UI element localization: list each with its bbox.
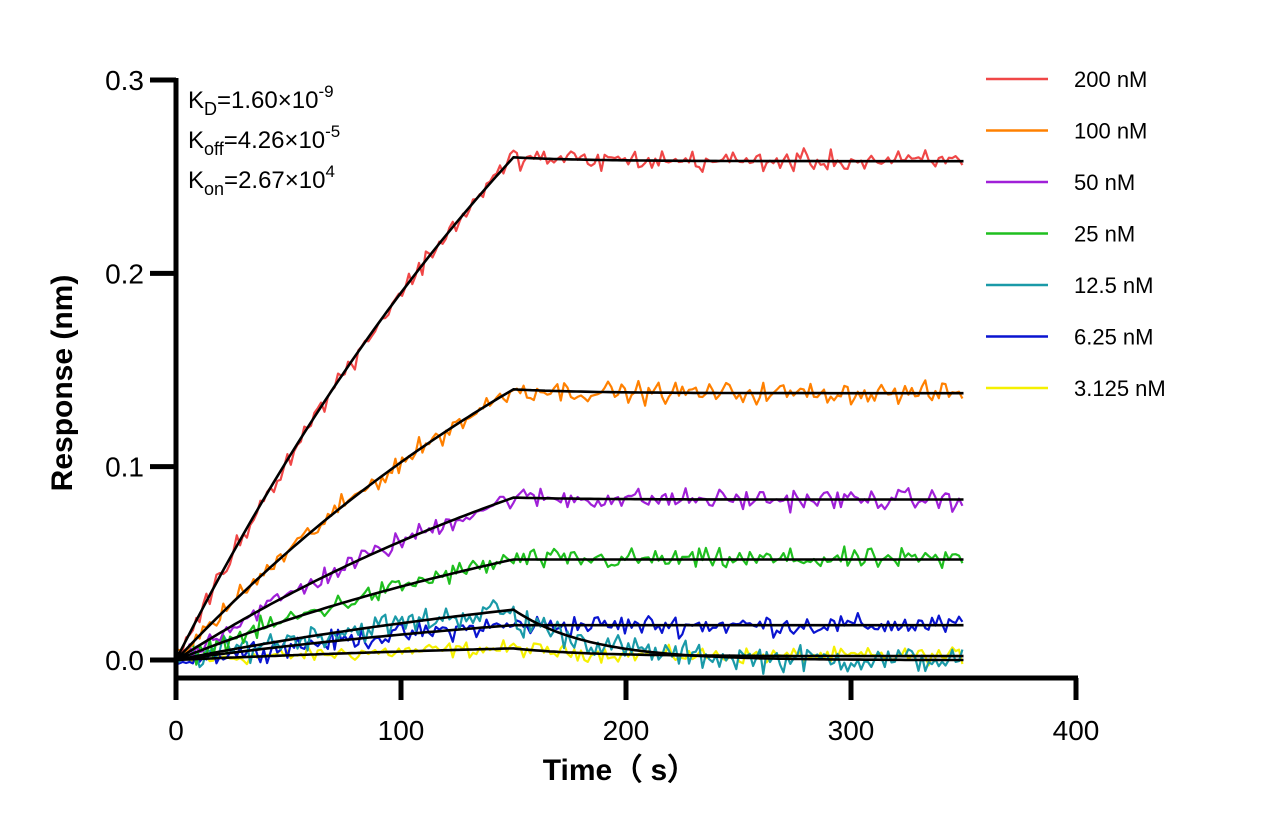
traces-group xyxy=(175,147,964,675)
fit-curve-50-nm xyxy=(175,496,964,662)
fit-curve-200-nm xyxy=(174,155,964,661)
y-tick-label-3: 0.3 xyxy=(105,65,144,96)
x-axis-title: Time（ s） xyxy=(543,753,698,787)
x-tick-label-200: 200 xyxy=(603,715,650,746)
y-axis-title: Response (nm) xyxy=(46,275,79,492)
trace-200-nm xyxy=(175,147,964,660)
legend-label-25-nm: 25 nM xyxy=(1074,222,1135,247)
y-tick-label-0: 0.0 xyxy=(105,645,144,676)
x-tick-label-400: 400 xyxy=(1053,715,1100,746)
fit-curve-25-nm xyxy=(175,558,964,662)
legend-label-12-5-nm: 12.5 nM xyxy=(1074,273,1154,298)
kinetic-constant-on: Kon=2.67×104 xyxy=(188,162,335,199)
fit-curves-group xyxy=(174,155,964,662)
legend-label-200-nm: 200 nM xyxy=(1074,67,1147,92)
kinetic-constant-off: Koff=4.26×10-5 xyxy=(188,122,340,159)
x-tick-label-100: 100 xyxy=(378,715,425,746)
x-tick-label-0: 0 xyxy=(168,715,184,746)
legend-label-3-125-nm: 3.125 nM xyxy=(1074,376,1166,401)
ticks-group: 0 100 200 300 400 0.0 0.1 0.2 0.3 xyxy=(105,65,1099,746)
fit-curve-12-5-nm xyxy=(175,608,964,662)
fit-curve-100-nm xyxy=(175,387,964,661)
trace-100-nm xyxy=(175,379,964,654)
legend: 200 nM 100 nM 50 nM 25 nM 12.5 nM 6.25 nM 3.12… xyxy=(986,67,1166,401)
legend-label-50-nm: 50 nM xyxy=(1074,170,1135,195)
fit-curve-3-125-nm xyxy=(175,647,964,662)
legend-label-100-nm: 100 nM xyxy=(1074,119,1147,144)
y-tick-label-1: 0.1 xyxy=(105,452,144,483)
kinetic-constant-d: KD=1.60×10-9 xyxy=(188,82,334,119)
x-tick-label-300: 300 xyxy=(828,715,875,746)
y-tick-label-2: 0.2 xyxy=(105,258,144,289)
fit-curve-6-25-nm xyxy=(175,623,964,662)
legend-label-6-25-nm: 6.25 nM xyxy=(1074,325,1154,350)
